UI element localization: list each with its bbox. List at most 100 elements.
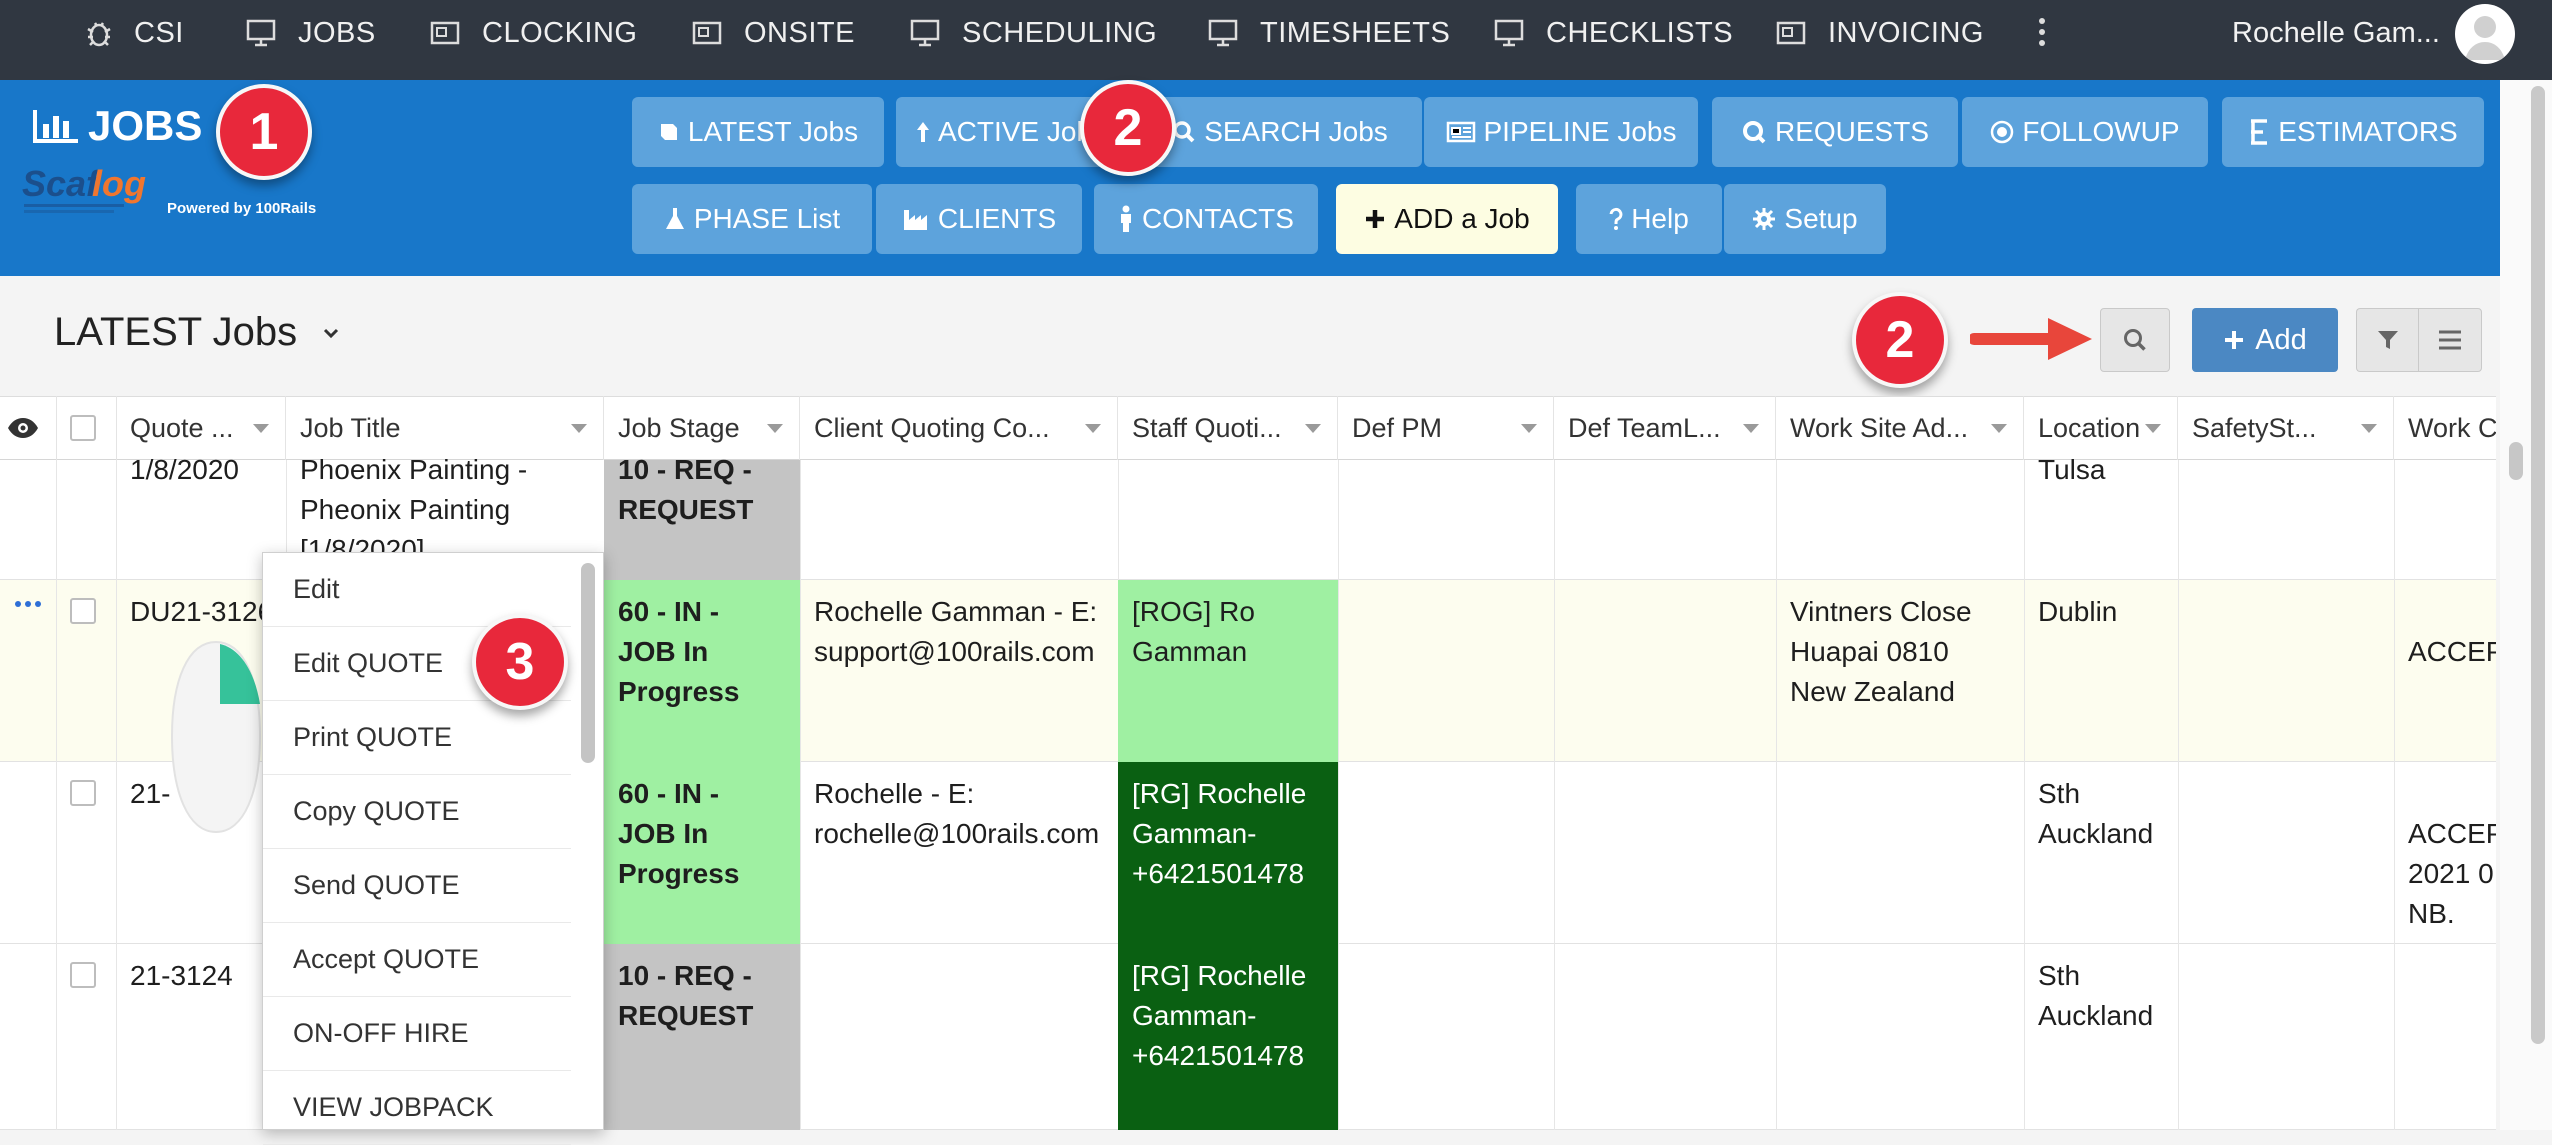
row-actions-icon[interactable]: [14, 596, 42, 607]
newspaper-icon: [1446, 121, 1475, 143]
cell-staff: [RG] Rochelle Gamman- +6421501478: [1132, 960, 1307, 1071]
nav-item-invoicing[interactable]: INVOICING: [1776, 0, 1984, 66]
cell-quote: 1/8/2020: [130, 454, 239, 485]
nav-item-label: INVOICING: [1828, 16, 1984, 49]
e-icon: [2251, 119, 2268, 145]
annotation-badge-3: 3: [472, 614, 568, 710]
nav-item-scheduling[interactable]: SCHEDULING: [910, 0, 1157, 66]
column-divider: [56, 396, 57, 460]
menu-item-send-quote[interactable]: Send QUOTE: [263, 849, 571, 923]
column-header-job-stage[interactable]: Job Stage: [604, 396, 800, 460]
staff-cell-light: [1118, 580, 1338, 762]
cell-quote: 21-: [130, 778, 171, 809]
search-jobs-button[interactable]: SEARCH Jobs: [1138, 97, 1422, 167]
help-button[interactable]: Help: [1576, 184, 1722, 254]
sort-caret-icon: [1085, 424, 1101, 433]
column-header-staff[interactable]: Staff Quoti...: [1118, 396, 1338, 460]
filter-icon: [2377, 331, 2398, 349]
menu-item-view-jobpack[interactable]: VIEW JOBPACK: [263, 1071, 571, 1145]
filter-button[interactable]: [2356, 308, 2418, 372]
bug-icon: [87, 22, 111, 47]
pipeline-jobs-button[interactable]: PIPELINE Jobs: [1424, 97, 1698, 167]
jobs-logo[interactable]: JOBS: [32, 98, 202, 154]
cell-location: Dublin: [2038, 596, 2118, 627]
monitor-icon: [910, 19, 940, 47]
card-icon: [692, 21, 722, 45]
column-header-work[interactable]: Work C: [2408, 412, 2496, 443]
more-menu-icon[interactable]: [2036, 18, 2048, 50]
svg-text:Scaf: Scaf: [22, 163, 101, 204]
stage-cell-in-progress: [604, 580, 800, 762]
monitor-icon: [1494, 19, 1524, 47]
plus-icon: [1366, 210, 1385, 228]
mouse-pointer-icon: [170, 640, 262, 834]
column-header-location[interactable]: Location: [2024, 396, 2178, 460]
top-nav-bar: [0, 0, 2552, 80]
row-checkbox[interactable]: [70, 962, 96, 988]
nav-item-clocking[interactable]: CLOCKING: [430, 0, 637, 66]
cell-location: Sth Auckland: [2038, 960, 2154, 1031]
clients-button[interactable]: CLIENTS: [876, 184, 1082, 254]
menu-item-edit[interactable]: Edit: [263, 553, 571, 627]
menu-item-on-off-hire[interactable]: ON-OFF HIRE: [263, 997, 571, 1071]
row-context-menu: Edit Edit QUOTE Print QUOTE Copy QUOTE S…: [262, 552, 604, 1145]
nav-item-label: SCHEDULING: [962, 16, 1158, 49]
menu-item-copy-quote[interactable]: Copy QUOTE: [263, 775, 571, 849]
latest-jobs-button[interactable]: LATEST Jobs: [632, 97, 884, 167]
annotation-badge-2: 2: [1080, 80, 1176, 176]
column-header-safety[interactable]: SafetySt...: [2178, 396, 2394, 460]
sort-caret-icon: [1521, 424, 1537, 433]
column-divider: [1338, 460, 1339, 1130]
eye-icon[interactable]: [6, 414, 40, 447]
column-header-quote[interactable]: Quote ...: [116, 396, 286, 460]
contacts-button[interactable]: CONTACTS: [1094, 184, 1318, 254]
gear-icon: [1753, 208, 1776, 230]
avatar[interactable]: [2455, 4, 2515, 64]
cell-location: Sth Auckland: [2038, 778, 2154, 849]
plus-icon: [2225, 331, 2244, 349]
scaflog-logo: Scaf log: [22, 163, 146, 213]
select-all-checkbox[interactable]: [70, 415, 96, 441]
nav-item-csi[interactable]: CSI: [86, 0, 184, 66]
row-checkbox[interactable]: [70, 598, 96, 624]
requests-button[interactable]: REQUESTS: [1712, 97, 1958, 167]
grid-menu-button[interactable]: [2418, 308, 2482, 372]
column-header-client[interactable]: Client Quoting Co...: [800, 396, 1118, 460]
menu-item-print-quote[interactable]: Print QUOTE: [263, 701, 571, 775]
followup-button[interactable]: FOLLOWUP: [1962, 97, 2208, 167]
scrollbar-track[interactable]: [2531, 86, 2545, 1044]
annotation-arrow-icon: [1970, 318, 2092, 360]
menu-scrollbar-thumb[interactable]: [581, 563, 595, 763]
column-header-job-title[interactable]: Job Title: [286, 396, 604, 460]
add-button[interactable]: Add: [2192, 308, 2338, 372]
page-title[interactable]: LATEST Jobs: [54, 310, 339, 355]
phase-list-button[interactable]: PHASE List: [632, 184, 872, 254]
menu-item-accept-quote[interactable]: Accept QUOTE: [263, 923, 571, 997]
column-divider: [800, 460, 801, 1130]
nav-item-onsite[interactable]: ONSITE: [692, 0, 855, 66]
add-job-button[interactable]: ADD a Job: [1336, 184, 1558, 254]
column-header-def-pm[interactable]: Def PM: [1338, 396, 1554, 460]
cell-work: ACCEPTED 2021 1: [2408, 636, 2496, 667]
q-icon: [1742, 121, 1766, 144]
column-header-def-teamlead[interactable]: Def TeamL...: [1554, 396, 1776, 460]
setup-button[interactable]: Setup: [1724, 184, 1886, 254]
stage-cell-request: [604, 460, 800, 580]
cell-job-stage: 60 - IN - JOB In Progress: [618, 596, 740, 707]
estimators-button[interactable]: ESTIMATORS: [2222, 97, 2484, 167]
monitor-icon: [246, 19, 276, 47]
question-icon: [1609, 207, 1623, 230]
nav-item-jobs[interactable]: JOBS: [246, 0, 376, 66]
scrollbar-thumb[interactable]: [2509, 442, 2523, 480]
user-name[interactable]: Rochelle Gam...: [2232, 16, 2440, 49]
nav-item-timesheets[interactable]: TIMESHEETS: [1208, 0, 1450, 66]
grid-search-button[interactable]: [2100, 308, 2170, 372]
row-checkbox[interactable]: [70, 780, 96, 806]
nav-item-checklists[interactable]: CHECKLISTS: [1494, 0, 1733, 66]
column-header-work-site[interactable]: Work Site Ad...: [1776, 396, 2024, 460]
column-divider: [1554, 460, 1555, 1130]
person-icon: [1121, 205, 1132, 232]
menu-item-edit-quote[interactable]: Edit QUOTE: [263, 627, 571, 701]
column-divider: [56, 460, 57, 1130]
arrow-up-icon: [916, 122, 929, 142]
